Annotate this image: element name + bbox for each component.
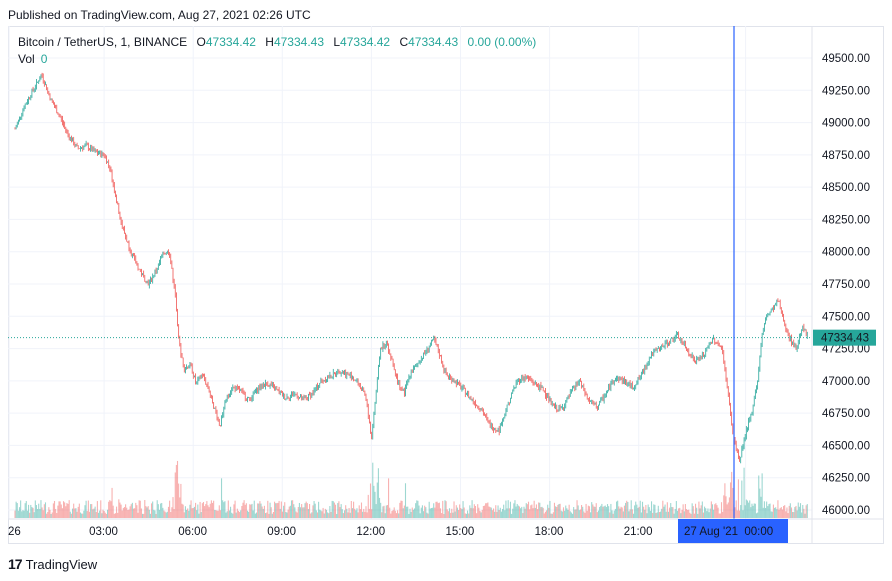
time-axis: 26 03:00 06:00 09:00 12:00 15:00 18:00 21:00: [8, 526, 652, 538]
time-tick-label: 18:00: [535, 526, 564, 538]
footer: 17 TradingView: [8, 556, 97, 572]
chart-grid: [8, 26, 812, 519]
time-tick-label: 15:00: [446, 526, 475, 538]
volume-bars: [14, 460, 808, 518]
symbol-label[interactable]: Bitcoin / TetherUS, 1, BINANCE: [18, 35, 188, 49]
brand-name[interactable]: TradingView: [25, 556, 98, 572]
published-caption: Published on TradingView.com, Aug 27, 20…: [8, 8, 311, 22]
price-tick-label: 49000.00: [822, 118, 870, 130]
close-value: 47334.43: [408, 35, 459, 49]
crosshair-time-label: 27 Aug '21 00:00: [684, 526, 773, 538]
crosshair-time-label-box: [678, 519, 788, 543]
high-label: H: [265, 35, 274, 49]
price-tick-label: 47500.00: [822, 311, 870, 323]
price-tick-label: 46500.00: [822, 440, 870, 452]
high-value: 47334.43: [273, 35, 325, 49]
change-value: 0.00 (0.00%): [467, 35, 537, 49]
price-tick-label: 47750.00: [822, 279, 870, 291]
ohlc-legend: Bitcoin / TetherUS, 1, BINANCE O47334.42…: [18, 35, 536, 49]
price-tick-label: 47000.00: [822, 376, 870, 388]
last-price-label: 47334.43: [821, 333, 869, 345]
volume-label: Vol: [18, 52, 35, 66]
time-tick-label: 06:00: [178, 526, 207, 538]
time-tick-label: 03:00: [89, 526, 118, 538]
price-tick-label: 48500.00: [822, 182, 870, 194]
candlestick-series: [14, 72, 808, 464]
chart-frame: [8, 26, 884, 544]
time-tick-label: 12:00: [356, 526, 385, 538]
price-tick-label: 48750.00: [822, 150, 870, 162]
open-value: 47334.42: [205, 35, 256, 49]
last-price-label-box: [813, 329, 876, 346]
price-tick-label: 48250.00: [822, 214, 870, 226]
price-tick-label: 47250.00: [822, 344, 870, 356]
price-tick-label: 46000.00: [822, 505, 870, 517]
price-tick-label: 46250.00: [822, 473, 870, 485]
price-tick-label: 48000.00: [822, 247, 870, 259]
price-tick-label: 49500.00: [822, 53, 870, 65]
low-label: L: [333, 35, 341, 49]
price-tick-label: 49250.00: [822, 85, 870, 97]
volume-legend: Vol 0: [18, 52, 47, 66]
close-label: C: [399, 35, 409, 49]
time-tick-label: 21:00: [624, 526, 653, 538]
price-tick-label: 46750.00: [822, 408, 870, 420]
tradingview-logo-icon[interactable]: 17: [8, 556, 23, 572]
volume-value: 0: [40, 52, 48, 66]
time-tick-label: 09:00: [267, 526, 296, 538]
low-value: 47334.42: [340, 35, 391, 49]
open-label: O: [196, 35, 206, 49]
time-tick-label: 26: [8, 526, 21, 538]
price-axis: 49500.00 49250.00 49000.00 48750.00 48500.00…: [822, 53, 870, 517]
